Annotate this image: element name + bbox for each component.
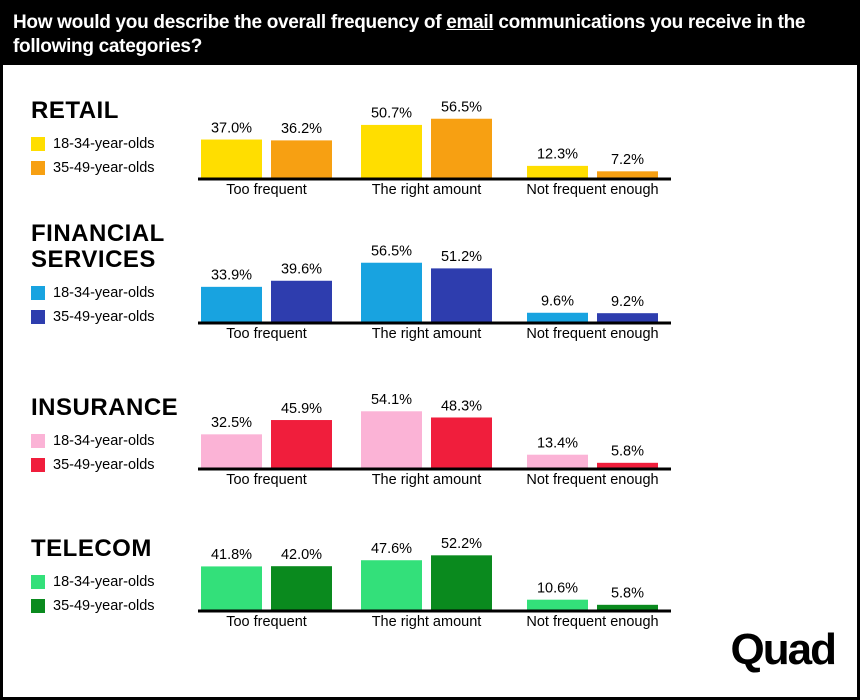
- value-label: 37.0%: [211, 120, 252, 136]
- x-tick-label: Not frequent enough: [526, 472, 658, 488]
- bar: [431, 268, 492, 323]
- legend-label: 35-49-year-olds: [53, 309, 155, 325]
- value-label: 39.6%: [281, 262, 322, 278]
- bar: [361, 124, 422, 179]
- value-label: 9.2%: [611, 294, 644, 310]
- bar: [527, 312, 588, 323]
- x-tick-label: Not frequent enough: [526, 614, 658, 630]
- title-part: communications you receive in the follow…: [13, 12, 806, 57]
- value-label: 56.5%: [441, 100, 482, 116]
- value-label: 13.4%: [537, 436, 578, 452]
- value-label: 32.5%: [211, 415, 252, 431]
- bar: [271, 280, 332, 323]
- bar: [201, 566, 262, 611]
- header: How would you describe the overall frequ…: [3, 3, 857, 65]
- value-label: 47.6%: [371, 541, 412, 557]
- value-label: 41.8%: [211, 547, 252, 563]
- bar: [271, 420, 332, 469]
- legend-item: 35-49-year-olds: [31, 305, 201, 329]
- title-part: How would you describe the overall frequ…: [13, 12, 447, 33]
- value-label: 36.2%: [281, 121, 322, 137]
- panel-header: FINANCIAL SERVICES 18-34-year-olds 35-49-y…: [31, 221, 201, 329]
- bar: [597, 462, 658, 469]
- x-tick-label: Not frequent enough: [526, 326, 658, 342]
- panel-title: INSURANCE: [31, 394, 179, 421]
- legend-swatch: [31, 310, 45, 324]
- bar: [361, 560, 422, 611]
- legend-swatch: [31, 575, 45, 589]
- panel-title: RETAIL: [31, 97, 119, 124]
- x-tick-label: The right amount: [372, 182, 482, 198]
- legend-item: 35-49-year-olds: [31, 594, 201, 618]
- value-label: 48.3%: [441, 398, 482, 414]
- value-label: 9.6%: [541, 294, 574, 310]
- bar: [431, 555, 492, 611]
- legend-swatch: [31, 161, 45, 175]
- legend-item: 18-34-year-olds: [31, 429, 201, 453]
- value-label: 56.5%: [371, 244, 412, 260]
- legend-item: 18-34-year-olds: [31, 281, 201, 305]
- value-label: 33.9%: [211, 268, 252, 284]
- bar: [201, 286, 262, 323]
- value-label: 5.8%: [611, 586, 644, 602]
- logo: Quad: [730, 625, 837, 674]
- legend-label: 18-34-year-olds: [53, 136, 155, 152]
- x-tick-label: Too frequent: [226, 182, 307, 198]
- legend-item: 18-34-year-olds: [31, 570, 201, 594]
- legend-swatch: [31, 599, 45, 613]
- value-label: 52.2%: [441, 536, 482, 552]
- legend-label: 35-49-year-olds: [53, 598, 155, 614]
- x-tick-label: Too frequent: [226, 614, 307, 630]
- value-label: 12.3%: [537, 147, 578, 163]
- legend-label: 35-49-year-olds: [53, 457, 155, 473]
- value-label: 50.7%: [371, 106, 412, 122]
- x-tick-label: The right amount: [372, 472, 482, 488]
- panel-header: INSURANCE 18-34-year-olds 35-49-year-olds: [31, 395, 201, 477]
- bar: [201, 434, 262, 469]
- bar: [527, 599, 588, 611]
- bar: [431, 118, 492, 179]
- legend-label: 35-49-year-olds: [53, 160, 155, 176]
- bar: [361, 411, 422, 469]
- x-tick-label: The right amount: [372, 614, 482, 630]
- legend-swatch: [31, 286, 45, 300]
- value-label: 42.0%: [281, 547, 322, 563]
- x-tick-label: Not frequent enough: [526, 182, 658, 198]
- value-label: 45.9%: [281, 401, 322, 417]
- legend-item: 18-34-year-olds: [31, 132, 201, 156]
- bar: [597, 604, 658, 611]
- legend-swatch: [31, 434, 45, 448]
- value-label: 5.8%: [611, 444, 644, 460]
- x-tick-label: Too frequent: [226, 326, 307, 342]
- value-label: 10.6%: [537, 581, 578, 597]
- title-part: email: [446, 12, 494, 33]
- bar: [271, 140, 332, 179]
- panel-title: TELECOM: [31, 535, 152, 562]
- charts: 37.0% 36.2% Too frequent 50.7% 56.5% The righ…: [198, 100, 671, 630]
- bar: [527, 165, 588, 179]
- bar: [431, 417, 492, 469]
- x-tick-label: Too frequent: [226, 472, 307, 488]
- panel-title: FINANCIAL SERVICES: [31, 220, 165, 273]
- value-label: 7.2%: [611, 152, 644, 168]
- legend-swatch: [31, 458, 45, 472]
- legend-label: 18-34-year-olds: [53, 433, 155, 449]
- value-label: 51.2%: [441, 249, 482, 265]
- bar: [201, 139, 262, 179]
- panel-header: TELECOM 18-34-year-olds 35-49-year-olds: [31, 536, 201, 618]
- value-label: 54.1%: [371, 392, 412, 408]
- legend-label: 18-34-year-olds: [53, 285, 155, 301]
- x-tick-label: The right amount: [372, 326, 482, 342]
- bar: [271, 566, 332, 611]
- panel-header: RETAIL 18-34-year-olds 35-49-year-olds: [31, 98, 201, 180]
- bar: [527, 454, 588, 469]
- legend-label: 18-34-year-olds: [53, 574, 155, 590]
- bar: [597, 313, 658, 323]
- bar: [361, 262, 422, 323]
- legend-swatch: [31, 137, 45, 151]
- legend-item: 35-49-year-olds: [31, 453, 201, 477]
- legend-item: 35-49-year-olds: [31, 156, 201, 180]
- bar: [597, 171, 658, 179]
